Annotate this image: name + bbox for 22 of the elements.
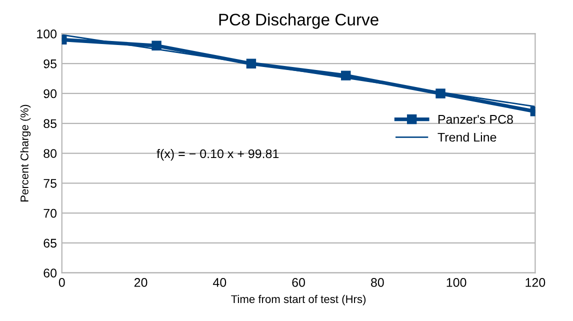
x-tick-label: 40 — [212, 278, 226, 287]
x-tick-label: 60 — [292, 278, 305, 287]
chart-title: PC8 Discharge Curve — [219, 13, 378, 29]
y-tick-label: 85 — [44, 119, 56, 128]
x-tick-label: 120 — [526, 278, 546, 287]
annotation: f(x) = − 0.10 x + 99.81 — [156, 149, 279, 161]
y-tick-label: 70 — [44, 208, 57, 218]
y-axis-title: Percent Charge (%) — [20, 104, 31, 202]
x-tick-label: 80 — [371, 278, 384, 287]
y-tick-label: 100 — [37, 30, 57, 38]
x-tick-label: 20 — [134, 278, 148, 287]
y-tick-label: 60 — [44, 268, 57, 278]
legend-label: Trend Line — [438, 132, 496, 142]
legend-label: Panzer's PC8 — [438, 114, 513, 124]
y-tick-label: 90 — [44, 89, 57, 98]
x-tick-label: 100 — [446, 278, 466, 287]
y-tick-label: 75 — [44, 179, 56, 188]
y-tick-label: 80 — [44, 149, 57, 158]
x-tick-label: 0 — [58, 278, 65, 287]
x-axis-title: Time from start of test (Hrs) — [231, 294, 366, 306]
y-tick-label: 65 — [44, 238, 56, 248]
y-tick-label: 95 — [44, 59, 56, 68]
